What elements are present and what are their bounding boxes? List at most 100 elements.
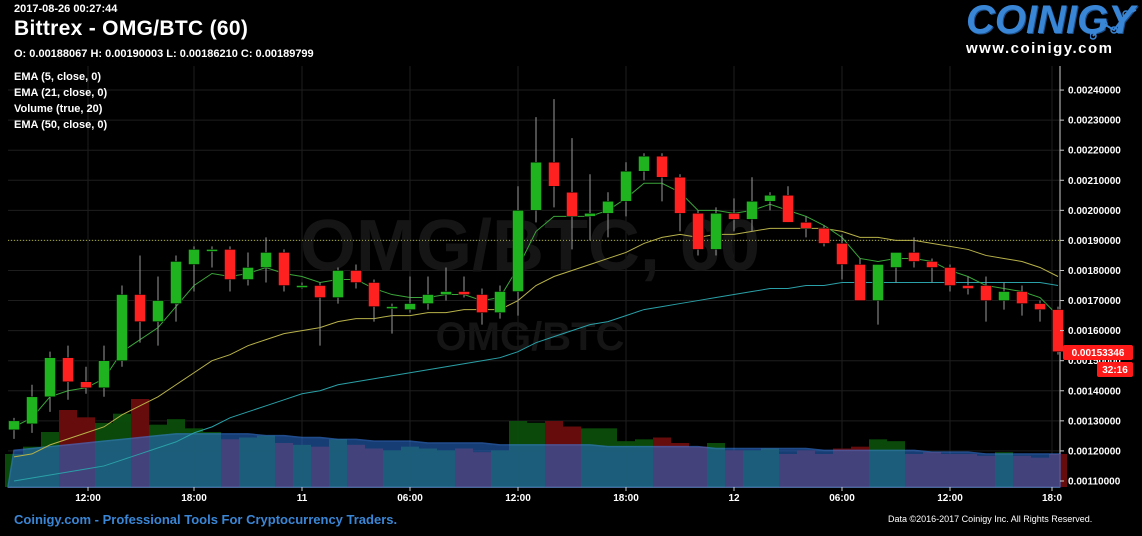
candle-body	[980, 285, 992, 301]
candle	[548, 99, 560, 208]
candle-body	[1016, 291, 1028, 304]
candle	[134, 255, 146, 343]
candle-body	[62, 357, 74, 383]
candle	[692, 210, 704, 256]
candle	[818, 225, 830, 247]
candle-body	[134, 294, 146, 322]
ohlc-readout: O: 0.00188067 H: 0.00190003 L: 0.0018621…	[14, 48, 314, 60]
candle-body	[728, 213, 740, 220]
coinigy-url[interactable]: www.coinigy.com	[966, 40, 1114, 57]
y-tick-label: 0.00200000	[1068, 206, 1121, 217]
candle	[440, 267, 452, 301]
x-axis: 12:00 18:00 11 06:00 12:00 18:00 12 06:00 12:00 1…	[75, 487, 1062, 504]
candle	[8, 417, 20, 439]
candle	[710, 207, 722, 256]
candle-body	[224, 249, 236, 280]
y-tick-label: 0.00220000	[1068, 146, 1121, 157]
candle-body	[674, 177, 686, 214]
indicator-ema-21[interactable]: EMA (21, close, 0)	[14, 87, 108, 99]
candle	[836, 234, 848, 280]
coinigy-logo[interactable]: COINIGY	[966, 0, 1135, 42]
candle-body	[890, 252, 902, 268]
y-tick-label: 0.00210000	[1068, 176, 1121, 187]
watermark: OMG/BTC, 60 OMG/BTC	[300, 206, 760, 359]
candle-body	[602, 201, 614, 214]
candle-body	[296, 285, 308, 288]
x-tick-label: 12:00	[505, 493, 531, 504]
candle	[386, 303, 398, 334]
candle-body	[80, 381, 92, 389]
candlesticks	[8, 99, 1064, 439]
candle	[764, 192, 776, 211]
candle	[800, 216, 812, 238]
chart-title: Bittrex - OMG/BTC (60)	[14, 17, 249, 40]
candle-body	[494, 291, 506, 313]
chart-timestamp: 2017-08-26 00:27:44	[14, 3, 118, 15]
candle	[350, 264, 362, 289]
candle-body	[206, 249, 218, 252]
candle	[260, 237, 272, 283]
candle	[206, 246, 218, 268]
candle-body	[404, 303, 416, 310]
candle	[980, 276, 992, 322]
indicator-volume[interactable]: Volume (true, 20)	[14, 103, 103, 115]
candle	[98, 345, 110, 397]
candle-body	[476, 294, 488, 313]
candle	[152, 276, 164, 346]
candle	[332, 267, 344, 304]
candle	[278, 249, 290, 292]
indicator-ema-5[interactable]: EMA (5, close, 0)	[14, 71, 102, 83]
candle-body	[458, 291, 470, 295]
last-price-box	[1063, 345, 1133, 360]
candle	[368, 279, 380, 322]
candle-body	[386, 306, 398, 309]
candle-body	[530, 161, 542, 211]
candle	[422, 276, 434, 310]
candle-body	[962, 285, 974, 289]
candle-body	[710, 213, 722, 250]
candle-body	[782, 195, 794, 223]
logo-chart-icon	[1090, 9, 1137, 40]
candle-body	[368, 282, 380, 307]
candle	[620, 162, 632, 217]
candle-body	[800, 222, 812, 229]
candle	[1016, 285, 1028, 316]
x-tick-label: 18:0	[1042, 493, 1062, 504]
candle	[224, 246, 236, 292]
y-tick-label: 0.00150000	[1068, 356, 1121, 367]
candle	[962, 276, 974, 295]
candle-body	[440, 291, 452, 295]
ema-lines	[13, 182, 1059, 482]
y-axis: 0.00110000 0.00120000 0.00130000 0.00140000…	[1060, 86, 1121, 487]
candle-body	[656, 155, 668, 178]
candle-body	[818, 228, 830, 244]
candle	[404, 276, 416, 313]
candle	[854, 258, 866, 301]
candle	[782, 186, 794, 223]
x-tick-label: 12	[728, 493, 740, 504]
candle-body	[926, 261, 938, 268]
candle-body	[98, 360, 110, 389]
candle	[1034, 300, 1046, 322]
candle	[728, 198, 740, 232]
ema-21-line	[13, 227, 1059, 458]
ema-5-line	[13, 182, 1059, 428]
candle-body	[512, 210, 524, 292]
countdown-label: 32:16	[1102, 365, 1128, 376]
y-tick-label: 0.00180000	[1068, 266, 1121, 277]
candle	[494, 285, 506, 319]
y-tick-label: 0.00190000	[1068, 236, 1121, 247]
candle	[872, 264, 884, 325]
candle	[80, 366, 92, 394]
indicator-ema-50[interactable]: EMA (50, close, 0)	[14, 119, 108, 131]
x-tick-label: 06:00	[829, 493, 855, 504]
y-tick-label: 0.00240000	[1068, 86, 1121, 97]
candle	[944, 264, 956, 292]
candle-body	[836, 243, 848, 265]
candle-body	[188, 249, 200, 265]
candle-body	[746, 201, 758, 220]
candle-body	[116, 294, 128, 361]
candle-body	[350, 270, 362, 283]
candle	[188, 246, 200, 292]
